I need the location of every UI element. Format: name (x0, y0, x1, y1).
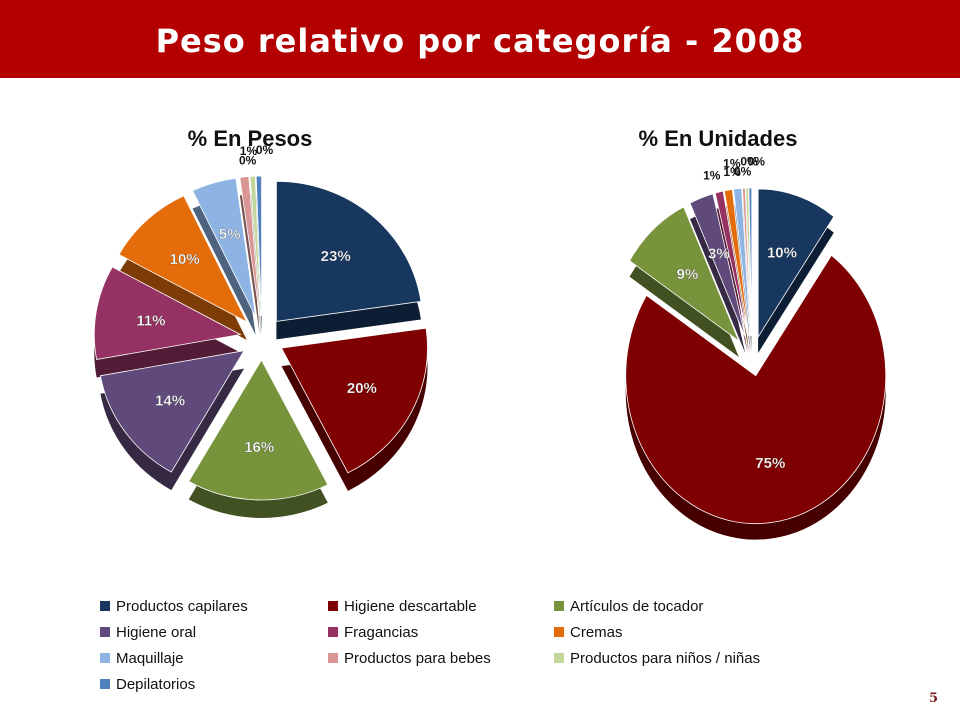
data-label-pesos-articulos-de-tocador: 16% (244, 439, 274, 456)
slice-unidades-productos-para-ninos-ninas (745, 187, 752, 337)
legend-label: Cremas (570, 624, 623, 641)
data-label-pesos-maquillaje: 5% (219, 226, 241, 243)
chart-title-unidades: % En Unidades (638, 126, 798, 151)
slice-pesos-productos-para-ninos-ninas (249, 175, 262, 317)
legend-swatch (100, 679, 110, 689)
legend-label: Fragancias (344, 624, 419, 641)
data-label-unidades-productos-capilares: 10% (767, 244, 797, 261)
chart-title-pesos: % En Pesos (187, 126, 313, 151)
legend-item-maquillaje: Maquillaje (100, 650, 184, 667)
legend-swatch (328, 653, 338, 663)
legend-swatch (100, 653, 110, 663)
data-label-unidades-articulos-de-tocador: 9% (677, 266, 699, 283)
data-label-unidades-productos-para-ninos-ninas: 0% (734, 164, 752, 178)
page-number: 5 (928, 691, 938, 706)
data-label-unidades-fragancias: 1% (703, 169, 721, 183)
legend-swatch (100, 601, 110, 611)
data-label-unidades-higiene-descartable: 75% (755, 455, 785, 472)
legend-label: Maquillaje (116, 650, 184, 667)
data-label-pesos-depilatorios: 0% (256, 143, 274, 157)
legend-swatch (328, 601, 338, 611)
data-label-pesos-productos-capilares: 23% (321, 248, 351, 265)
data-label-pesos-cremas: 10% (170, 251, 200, 268)
legend-item-higiene-oral: Higiene oral (100, 624, 196, 641)
legend-item-depilatorios: Depilatorios (100, 676, 195, 693)
page-title: Peso relativo por categoría - 2008 (155, 22, 805, 60)
slice-pesos-higiene-oral (99, 350, 245, 473)
legend-item-cremas: Cremas (554, 624, 623, 641)
pie-pesos: 23% 20% 16% 14% 11% 10% 5% 1%0%0% (93, 143, 428, 518)
slice-pesos-fragancias (93, 266, 242, 360)
legend-item-fragancias: Fragancias (328, 624, 418, 641)
slice-unidades-productos-para-bebes (742, 187, 752, 337)
data-label-pesos-higiene-oral: 14% (155, 393, 185, 410)
slice-unidades-fragancias (714, 190, 749, 337)
slice-pesos-depilatorios (255, 175, 262, 317)
legend-item-articulos-de-tocador: Artículos de tocador (554, 598, 703, 615)
legend-label: Artículos de tocador (570, 598, 704, 615)
data-label-pesos-fragancias: 11% (136, 313, 165, 330)
legend-label: Higiene oral (116, 624, 197, 641)
slice-unidades-depilatorios (748, 187, 753, 337)
data-label-unidades-maquillaje: 1% (723, 165, 741, 179)
legend-swatch (554, 627, 564, 637)
slice-pesos-productos-para-bebes (239, 176, 261, 317)
data-label-pesos-higiene-descartable: 20% (347, 380, 377, 397)
data-label-unidades-cremas: 1% (723, 157, 741, 171)
slice-pesos-maquillaje (192, 177, 257, 318)
legend-label: Productos para niños / niñas (570, 650, 761, 667)
legend-label: Productos capilares (116, 598, 248, 615)
slice-unidades-maquillaje (733, 187, 751, 337)
legend-item-productos-para-ninos-ninas: Productos para niños / niñas (554, 650, 760, 667)
legend-item-productos-capilares: Productos capilares (100, 598, 248, 615)
legend-label: Depilatorios (116, 676, 196, 693)
slice-unidades-higiene-descartable (625, 254, 887, 525)
legend-item-higiene-descartable: Higiene descartable (328, 598, 477, 615)
legend-swatch (328, 627, 338, 637)
slice-pesos-productos-capilares (276, 180, 422, 322)
legend-swatch (554, 601, 564, 611)
slice-side-pesos-productos-para-bebes (239, 194, 260, 335)
data-label-pesos-productos-para-bebes: 1% (240, 144, 258, 158)
slice-unidades-cremas (723, 188, 750, 337)
legend-item-productos-para-bebes: Productos para bebes (328, 650, 491, 667)
header-band (0, 0, 960, 78)
slice-unidades-productos-capilares (757, 188, 835, 339)
slice-pesos-articulos-de-tocador (188, 359, 329, 501)
legend-label: Higiene descartable (344, 598, 477, 615)
legend-swatch (554, 653, 564, 663)
slice-unidades-higiene-oral (689, 193, 746, 338)
slice-pesos-cremas (118, 195, 248, 323)
legend-swatch (100, 627, 110, 637)
data-label-pesos-productos-para-ninos-ninas: 0% (239, 153, 257, 167)
slice-pesos-higiene-descartable (280, 327, 428, 474)
slice-unidades-articulos-de-tocador (629, 206, 740, 343)
legend-label: Productos para bebes (344, 650, 491, 667)
slice-side-unidades-higiene-oral (690, 209, 746, 354)
data-label-unidades-higiene-oral: 3% (708, 246, 730, 263)
pie-unidades: 10%75%9%3%1%1%1%0%0%0% (625, 154, 887, 540)
data-label-unidades-depilatorios: 0% (748, 154, 766, 168)
data-label-unidades-productos-para-bebes: 0% (740, 155, 758, 169)
